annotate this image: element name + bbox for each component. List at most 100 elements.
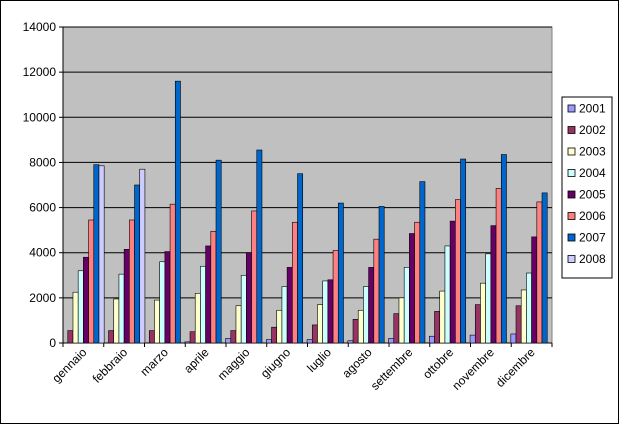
bar-2002-agosto [352,318,359,344]
bar-2005-febbraio [123,249,130,344]
bar-2006-luglio [332,250,339,344]
bar-2001-maggio [225,338,232,344]
bar-2002-dicembre [515,305,522,344]
bar-2002-ottobre [434,311,441,344]
bar-2001-dicembre [510,333,517,344]
bar-2007-luglio [337,202,344,344]
bar-2006-aprile [210,230,217,344]
bar-2005-ottobre [449,220,456,344]
bar-2002-gennaio [67,330,74,344]
bar-2003-ottobre [439,290,446,344]
bar-2003-dicembre [520,289,527,344]
y-tick-label: 10000 [23,110,57,124]
bar-2007-ottobre [460,158,467,344]
bar-2003-marzo [154,299,160,344]
x-tick-label: marzo [138,345,172,379]
bar-2001-aprile [184,341,191,344]
bar-2006-maggio [251,210,258,344]
bar-2004-agosto [363,286,369,344]
bar-2004-ottobre [444,245,451,344]
x-tick-label: luglio [304,345,334,375]
bar-2006-febbraio [129,219,135,344]
legend-label: 2002 [579,123,606,137]
bar-2002-febbraio [108,330,115,344]
bar-2001-novembre [469,334,476,344]
bar-2006-giugno [292,221,298,344]
bar-2007-febbraio [134,184,141,344]
y-tick-label: 4000 [29,246,56,260]
bar-2006-dicembre [536,201,543,344]
bar-2003-novembre [480,282,486,344]
bar-2004-marzo [159,261,166,344]
legend-swatch [567,255,576,263]
bar-2006-ottobre [455,199,461,344]
legend-swatch [567,233,576,242]
bar-2004-dicembre [526,272,532,344]
x-tick-label: giugno [258,345,294,381]
x-tick-label: dicembre [493,345,538,390]
y-tick-label: 0 [49,336,56,350]
y-tick-label: 14000 [23,20,57,34]
x-tick-label: agosto [339,345,375,381]
bar-2001-agosto [347,340,354,344]
bar-2005-luglio [327,279,334,344]
bar-2004-giugno [281,286,288,344]
x-tick-label: ottobre [420,345,457,382]
legend-label: 2005 [579,188,606,202]
bar-2002-luglio [311,324,318,344]
legend-swatch [567,212,576,220]
bar-2004-gennaio [77,270,84,344]
y-tick-label: 2000 [29,291,56,305]
bar-2005-agosto [368,267,375,344]
bar-2004-settembre [403,267,410,344]
bar-2001-giugno [266,339,272,344]
bar-2007-dicembre [541,192,548,344]
bar-2002-giugno [271,326,278,344]
bar-2007-aprile [215,159,222,344]
bar-2005-dicembre [531,236,538,344]
bar-2007-agosto [378,206,385,344]
legend-label: 2001 [579,102,606,116]
bar-2002-maggio [230,330,237,344]
x-tick-label: novembre [449,345,497,393]
bar-2005-marzo [164,251,171,344]
bar-2005-settembre [409,233,415,344]
bar-2007-maggio [256,149,263,344]
bar-2005-maggio [246,252,252,344]
bar-2006-settembre [414,221,421,344]
legend-swatch [567,169,576,177]
bar-2002-novembre [474,304,481,344]
bar-2001-luglio [306,339,313,344]
bar-2008-gennaio [98,165,105,344]
bar-2007-novembre [500,154,507,344]
bar-2006-gennaio [88,219,95,344]
bar-2003-maggio [235,305,242,344]
bar-2003-giugno [276,309,283,344]
legend-label: 2003 [579,145,606,159]
bar-2004-aprile [200,265,206,344]
bar-2003-febbraio [113,298,120,344]
bar-2001-ottobre [429,335,435,344]
bar-2005-aprile [205,245,212,344]
legend-swatch [567,104,576,113]
x-tick-label: febbraio [90,345,131,386]
bar-2006-novembre [495,188,502,344]
legend-label: 2007 [579,231,606,245]
legend-swatch [567,147,576,156]
bar-2008-febbraio [139,168,146,344]
legend-swatch [567,126,576,134]
x-tick-label: maggio [215,345,253,383]
y-tick-label: 6000 [29,201,56,215]
legend-label: 2004 [579,166,606,180]
bar-2004-maggio [240,274,247,344]
bar-2002-settembre [393,313,400,344]
bar-2003-luglio [317,304,323,344]
bar-2006-marzo [169,203,176,344]
bar-2002-marzo [148,330,155,344]
bar-2005-novembre [490,225,497,344]
bar-2003-settembre [398,297,405,344]
legend-label: 2006 [579,209,606,223]
bar-2006-agosto [373,238,380,344]
x-tick-label: aprile [181,345,212,376]
